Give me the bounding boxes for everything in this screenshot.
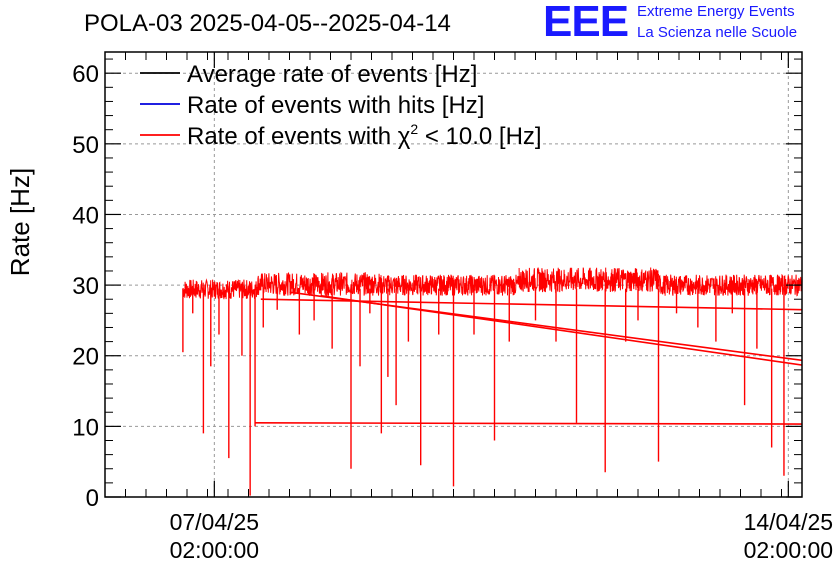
logo-line-1: Extreme Energy Events — [637, 3, 795, 20]
legend-label-chi2: Rate of events with χ2 < 10.0 [Hz] — [187, 121, 542, 150]
chi2-band-segment — [256, 271, 381, 297]
y-tick-label: 40 — [72, 202, 99, 229]
logo-line-2: La Scienza nelle Scuole — [637, 24, 798, 41]
chi2-connector-line — [289, 291, 802, 362]
axes: 010203040506007/04/2502:00:0014/04/2502:… — [72, 52, 833, 563]
y-tick-label: 10 — [72, 414, 99, 441]
x-tick-label-time: 02:00:00 — [744, 537, 834, 563]
y-tick-label: 30 — [72, 273, 99, 300]
chi2-band-segment — [182, 278, 258, 300]
legend-chi-symbol: χ — [398, 123, 411, 150]
chi2-band-segment — [518, 267, 659, 294]
chi2-connector-line — [255, 422, 802, 425]
chi2-connector-line — [320, 294, 802, 366]
legend-chi-exponent: 2 — [410, 121, 418, 137]
legend: Average rate of events [Hz] Rate of event… — [140, 61, 542, 150]
series-chi2 — [182, 267, 802, 496]
chi2-band-segment — [658, 273, 802, 297]
legend-label-prefix: Rate of events with — [187, 123, 398, 150]
y-tick-label: 50 — [72, 132, 99, 159]
legend-label-suffix: < 10.0 [Hz] — [418, 123, 541, 150]
eee-logo: EEE — [543, 0, 629, 46]
y-tick-label: 20 — [72, 344, 99, 371]
chart-title: POLA-03 2025-04-05--2025-04-14 — [84, 10, 451, 37]
chi2-band-segment — [379, 274, 520, 296]
y-tick-label: 60 — [72, 61, 99, 88]
x-tick-label-time: 02:00:00 — [170, 537, 260, 563]
legend-label-hits: Rate of events with hits [Hz] — [187, 92, 484, 119]
y-axis-label: Rate [Hz] — [5, 168, 35, 276]
legend-label-average: Average rate of events [Hz] — [187, 61, 477, 88]
y-tick-label: 0 — [86, 485, 99, 512]
chi2-connector-line — [260, 298, 802, 311]
x-tick-label-date: 14/04/25 — [744, 509, 834, 535]
x-tick-label-date: 07/04/25 — [170, 509, 260, 535]
